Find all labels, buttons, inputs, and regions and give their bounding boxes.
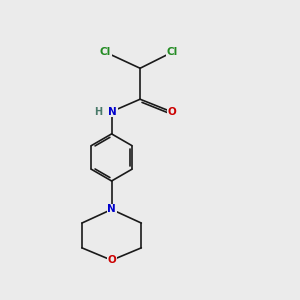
Text: H: H <box>94 106 102 117</box>
Text: Cl: Cl <box>167 47 178 57</box>
Text: O: O <box>168 106 177 117</box>
Text: N: N <box>109 106 117 117</box>
Text: Cl: Cl <box>100 47 111 57</box>
Text: N: N <box>107 204 116 214</box>
Text: O: O <box>107 255 116 265</box>
